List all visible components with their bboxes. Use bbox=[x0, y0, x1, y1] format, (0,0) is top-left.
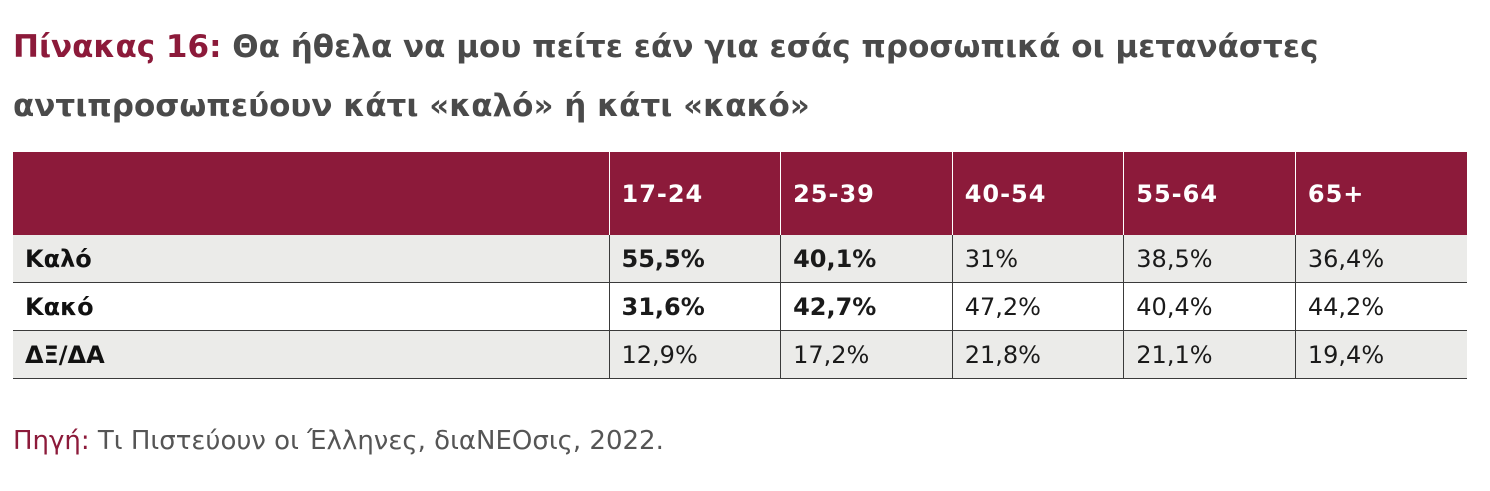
table-cell: 31,6% bbox=[609, 282, 782, 331]
table-cell: 55,5% bbox=[609, 235, 782, 283]
header-cell-25-39: 25-39 bbox=[780, 152, 953, 235]
header-cell-65-plus: 65+ bbox=[1295, 152, 1467, 235]
source-label: Πηγή: bbox=[13, 426, 90, 456]
table-cell: 40,4% bbox=[1123, 282, 1296, 331]
header-cell-empty bbox=[13, 152, 610, 235]
table-cell: 17,2% bbox=[780, 330, 953, 379]
table-cell: 47,2% bbox=[952, 282, 1125, 331]
table-title-text: Θα ήθελα να μου πείτε εάν για εσάς προσω… bbox=[13, 29, 1319, 124]
header-cell-40-54: 40-54 bbox=[952, 152, 1125, 235]
table-cell: 21,8% bbox=[952, 330, 1125, 379]
table-title: Πίνακας 16: Θα ήθελα να μου πείτε εάν γι… bbox=[13, 18, 1473, 136]
table-cell: 12,9% bbox=[609, 330, 782, 379]
source-text: Τι Πιστεύουν οι Έλληνες, διαΝΕΟσις, 2022… bbox=[97, 426, 664, 456]
table-cell: 21,1% bbox=[1123, 330, 1296, 379]
table-row: ΔΞ/ΔΑ 12,9% 17,2% 21,8% 21,1% 19,4% bbox=[13, 330, 1467, 379]
data-table: 17-24 25-39 40-54 55-64 65+ Καλό 55,5% 4… bbox=[13, 152, 1467, 379]
table-cell: 40,1% bbox=[780, 235, 953, 283]
table-number-label: Πίνακας 16: bbox=[13, 29, 222, 65]
header-cell-55-64: 55-64 bbox=[1123, 152, 1296, 235]
table-cell: 19,4% bbox=[1295, 330, 1467, 379]
row-label-good: Καλό bbox=[13, 235, 610, 283]
table-cell: 44,2% bbox=[1295, 282, 1467, 331]
header-cell-17-24: 17-24 bbox=[609, 152, 782, 235]
row-label-dk-na: ΔΞ/ΔΑ bbox=[13, 330, 610, 379]
row-label-bad: Κακό bbox=[13, 282, 610, 331]
header-row: 17-24 25-39 40-54 55-64 65+ bbox=[13, 152, 1467, 235]
table-row: Καλό 55,5% 40,1% 31% 38,5% 36,4% bbox=[13, 235, 1467, 283]
source-note: Πηγή: Τι Πιστεύουν οι Έλληνες, διαΝΕΟσις… bbox=[13, 426, 664, 456]
table-cell: 36,4% bbox=[1295, 235, 1467, 283]
table-row: Κακό 31,6% 42,7% 47,2% 40,4% 44,2% bbox=[13, 282, 1467, 331]
table-cell: 31% bbox=[952, 235, 1125, 283]
table-cell: 38,5% bbox=[1123, 235, 1296, 283]
table-cell: 42,7% bbox=[780, 282, 953, 331]
